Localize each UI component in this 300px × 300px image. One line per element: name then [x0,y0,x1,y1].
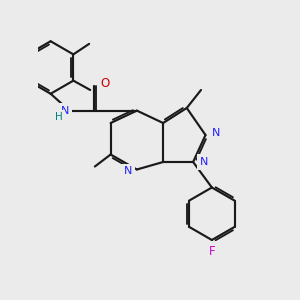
Text: N: N [200,157,208,167]
Text: F: F [208,245,215,258]
Text: O: O [100,77,110,90]
Text: N: N [61,106,70,116]
Text: N: N [124,167,132,176]
Text: H: H [55,112,63,122]
Text: N: N [212,128,220,138]
